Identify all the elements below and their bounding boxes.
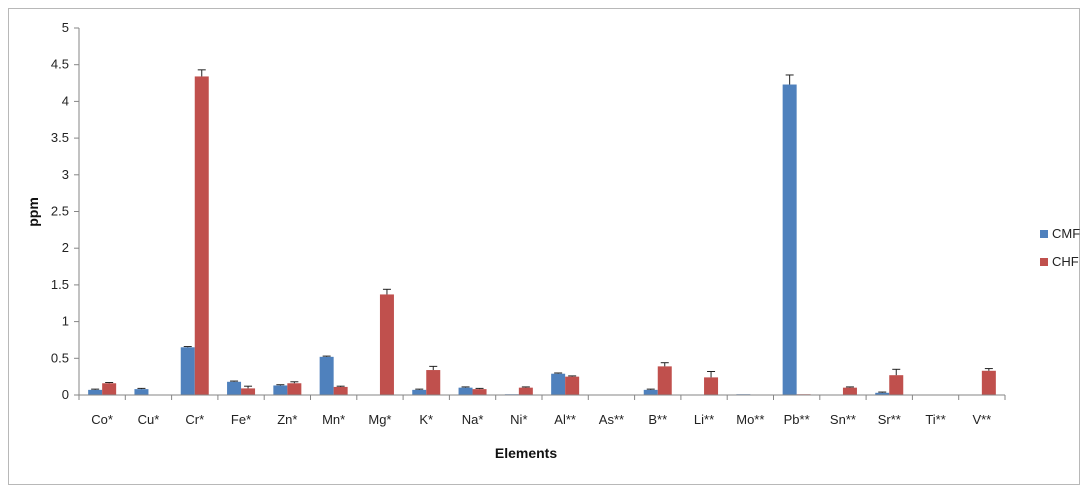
x-tick-label: Na*: [462, 412, 484, 427]
bar-chf: [287, 383, 302, 395]
bar-chf: [842, 387, 857, 395]
legend-swatch-cmf: [1040, 230, 1048, 238]
x-tick-label: Fe*: [231, 412, 251, 427]
bar-chf: [518, 387, 533, 395]
x-tick-label: Sr**: [878, 412, 901, 427]
y-axis-title: ppm: [25, 197, 41, 227]
bar-cmf: [875, 392, 890, 395]
x-tick-label: Zn*: [277, 412, 297, 427]
bar-chf: [102, 383, 117, 395]
bar-cmf: [227, 381, 242, 395]
x-tick-label: Ti**: [925, 412, 945, 427]
bar-chf: [657, 366, 672, 395]
y-tick-label: 1.5: [51, 277, 69, 292]
x-axis-ticks: Co* Cu* Cr* Fe* Zn* Mn* Mg* K* Na* Ni* Al** As** B**…: [78, 395, 1006, 427]
y-tick-label: 0: [62, 387, 69, 402]
y-tick-label: 2.5: [51, 204, 69, 219]
y-tick-label: 3: [62, 167, 69, 182]
legend-label-chf: CHF: [1052, 254, 1079, 269]
y-tick-label: 1: [62, 314, 69, 329]
x-tick-label: Pb**: [784, 412, 810, 427]
bar-cmf: [551, 373, 566, 395]
x-tick-label: Mn*: [322, 412, 345, 427]
x-tick-label: Li**: [694, 412, 714, 427]
bar-cmf: [319, 356, 334, 395]
bar-cmf: [643, 389, 658, 395]
x-tick-label: V**: [972, 412, 991, 427]
legend-label-cmf: CMF: [1052, 226, 1080, 241]
y-tick-label: 5: [62, 20, 69, 35]
bar-cmf: [273, 385, 288, 395]
y-tick-label: 3.5: [51, 130, 69, 145]
bar-chf: [565, 376, 580, 395]
y-tick-label: 4: [62, 93, 69, 108]
bar-chf: [426, 370, 441, 395]
bar-cmf: [134, 389, 149, 395]
y-tick-label: 4.5: [51, 57, 69, 72]
x-tick-label: Mo**: [736, 412, 764, 427]
bar-cmf: [88, 389, 103, 395]
bar-chf: [472, 389, 487, 395]
bar-chf: [333, 386, 348, 395]
y-axis-ticks: 0 0.5 1 1.5 2 2.5 3 3.5 4 4.5 5: [51, 20, 79, 402]
x-tick-label: As**: [599, 412, 624, 427]
bar-chf: [889, 375, 904, 395]
bar-chf: [379, 294, 394, 395]
x-tick-label: Cr*: [185, 412, 204, 427]
x-tick-label: Ni*: [510, 412, 527, 427]
bar-chf: [704, 377, 719, 395]
x-tick-label: K*: [419, 412, 433, 427]
x-tick-label: Cu*: [138, 412, 160, 427]
bar-cmf: [458, 387, 473, 395]
bar-chf: [194, 76, 209, 395]
y-tick-label: 2: [62, 240, 69, 255]
bar-chf: [241, 388, 256, 395]
x-tick-label: Co*: [91, 412, 113, 427]
bars: [88, 76, 996, 395]
error-bars: [91, 69, 993, 393]
x-tick-label: Sn**: [830, 412, 856, 427]
legend: CMF CHF: [1040, 226, 1080, 269]
legend-swatch-chf: [1040, 258, 1048, 266]
bar-chf: [981, 370, 996, 395]
x-axis-title: Elements: [495, 445, 557, 461]
bar-cmf: [180, 347, 195, 395]
x-tick-label: B**: [648, 412, 667, 427]
x-tick-label: Mg*: [368, 412, 391, 427]
x-tick-label: Al**: [554, 412, 576, 427]
chart-frame: [8, 8, 1080, 485]
bar-cmf: [782, 84, 797, 395]
y-tick-label: 0.5: [51, 350, 69, 365]
bar-cmf: [412, 389, 427, 395]
